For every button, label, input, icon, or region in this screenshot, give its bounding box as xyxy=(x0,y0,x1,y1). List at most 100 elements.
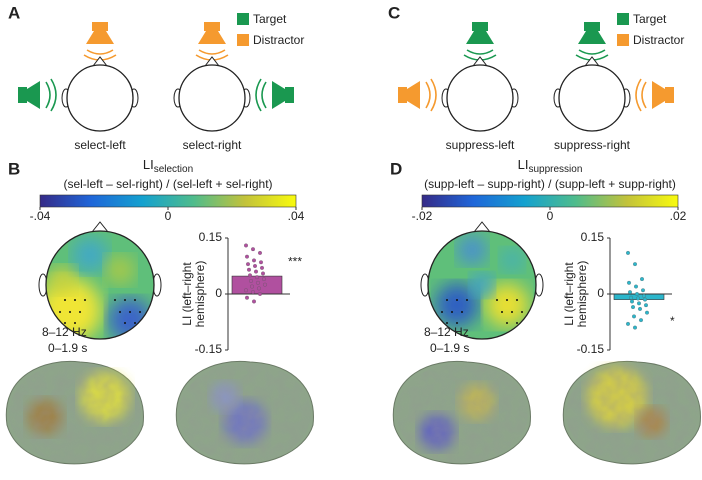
colorbar-tick-label: -.02 xyxy=(412,209,433,223)
y-axis-label-line: LI (left–right xyxy=(562,262,576,326)
sound-wave xyxy=(430,78,437,112)
topomap-blob xyxy=(108,298,152,339)
sensor xyxy=(64,322,66,324)
speaker-box xyxy=(204,22,220,31)
y-axis-label-line: LI (left–right xyxy=(180,262,194,326)
subject-point xyxy=(633,262,637,267)
topomap-blob xyxy=(105,255,135,285)
legend-label: Distractor xyxy=(253,33,304,47)
sensor xyxy=(84,299,86,301)
speaker xyxy=(398,78,437,112)
subject-point xyxy=(630,299,634,304)
subject-point xyxy=(260,265,264,270)
subject-point xyxy=(255,275,259,280)
sensor xyxy=(64,299,66,301)
sensor xyxy=(124,299,126,301)
subject-point xyxy=(626,321,630,326)
sensor xyxy=(456,322,458,324)
subject-point xyxy=(252,299,256,304)
colorbar-title-sub: selection xyxy=(154,164,193,175)
subject-point xyxy=(251,247,255,252)
brain-texture xyxy=(179,363,311,463)
sound-wave xyxy=(641,81,647,109)
head xyxy=(446,64,514,132)
subject-point xyxy=(250,284,254,289)
speaker-box xyxy=(92,22,108,31)
sensor xyxy=(521,311,523,313)
sensor xyxy=(516,322,518,324)
colorbar xyxy=(39,194,297,208)
y-tick-label: 0.15 xyxy=(581,230,605,244)
sensor xyxy=(451,311,453,313)
significance: *** xyxy=(288,254,302,268)
speaker xyxy=(195,22,229,61)
speaker-box xyxy=(285,87,294,103)
condition-label: suppress-right xyxy=(554,138,631,152)
brain-texture xyxy=(396,363,528,463)
subject-point xyxy=(627,280,631,285)
sensor xyxy=(441,311,443,313)
colorbar-tick-label: -.04 xyxy=(30,209,51,223)
subject-point xyxy=(245,295,249,300)
subject-point xyxy=(645,310,649,315)
subject-point xyxy=(244,243,248,248)
colorbar-title-main: LI xyxy=(518,157,529,172)
y-tick-label: 0 xyxy=(215,286,222,300)
sound-wave xyxy=(261,81,267,109)
subject-point xyxy=(258,250,262,255)
sensor xyxy=(501,311,503,313)
topomap-blob xyxy=(500,248,524,272)
y-tick-label: -0.15 xyxy=(577,342,605,356)
time-window: 0–1.9 s xyxy=(48,341,87,355)
condition-label: select-right xyxy=(183,138,242,152)
sound-wave xyxy=(635,78,642,112)
speaker xyxy=(635,78,674,112)
legend-label: Target xyxy=(253,12,287,26)
sensor xyxy=(69,311,71,313)
subject-point xyxy=(643,297,647,302)
sensor xyxy=(456,299,458,301)
topomap-blob xyxy=(435,283,479,327)
subject-point xyxy=(247,267,251,272)
sensor xyxy=(139,311,141,313)
speaker-horn xyxy=(652,81,665,109)
frequency-band: 8–12 Hz xyxy=(42,325,87,339)
subject-point xyxy=(639,318,643,323)
legend-swatch xyxy=(237,13,249,25)
subject-point xyxy=(641,288,645,293)
subject-point xyxy=(256,280,260,285)
subject-point xyxy=(642,293,646,298)
sensor xyxy=(129,311,131,313)
y-tick-label: 0.15 xyxy=(199,230,223,244)
y-tick-label: -0.15 xyxy=(195,342,223,356)
subject-point xyxy=(626,250,630,255)
legend-swatch xyxy=(237,34,249,46)
panel-label: C xyxy=(388,3,400,22)
sensor xyxy=(496,299,498,301)
subject-point xyxy=(258,292,262,296)
significance: * xyxy=(670,314,675,328)
topomap-outline xyxy=(45,230,155,340)
legend-swatch xyxy=(617,13,629,25)
colorbar-title: LIselection xyxy=(143,157,193,174)
speaker-horn xyxy=(466,31,494,44)
condition-label: select-left xyxy=(74,138,126,152)
condition-label: suppress-left xyxy=(446,138,515,152)
sound-wave xyxy=(45,81,51,109)
sensor xyxy=(466,299,468,301)
subject-point xyxy=(635,292,639,296)
subject-point xyxy=(261,271,265,276)
colorbar-tick-label: .04 xyxy=(288,209,305,223)
subject-point xyxy=(252,258,256,263)
sensor xyxy=(506,299,508,301)
speaker-horn xyxy=(272,81,285,109)
sensor xyxy=(124,322,126,324)
time-window: 0–1.9 s xyxy=(430,341,469,355)
frequency-band: 8–12 Hz xyxy=(424,325,469,339)
panel-label: D xyxy=(390,159,402,178)
speaker-horn xyxy=(86,31,114,44)
topomap-blob xyxy=(470,273,494,297)
legend-label: Distractor xyxy=(633,33,684,47)
sound-wave xyxy=(425,81,431,109)
